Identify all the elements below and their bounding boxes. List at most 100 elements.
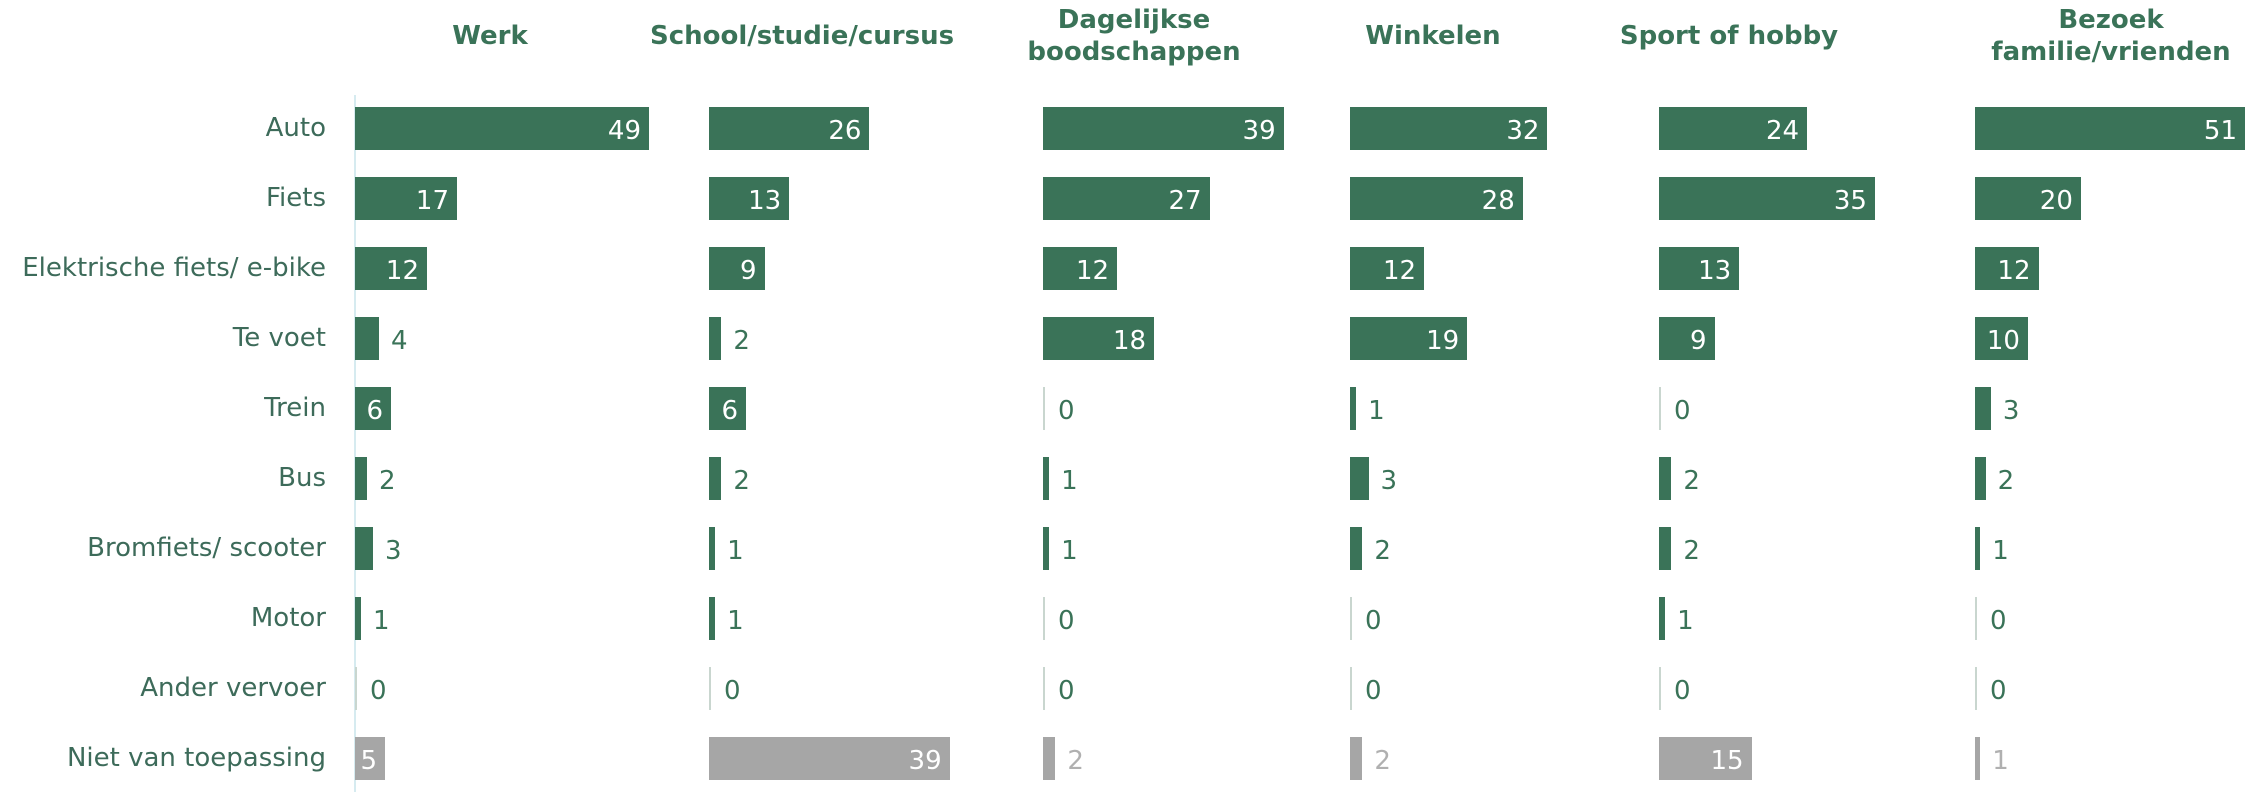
bar xyxy=(1350,527,1363,570)
value-label: 39 xyxy=(1242,116,1276,146)
bar xyxy=(355,107,649,150)
value-label: 24 xyxy=(1765,116,1800,146)
value-label: 12 xyxy=(1075,256,1110,286)
panel-title: Sport of hobby xyxy=(1619,21,1839,51)
value-label: 13 xyxy=(1698,256,1732,286)
value-label: 3 xyxy=(385,536,402,566)
bar xyxy=(1350,177,1523,220)
bar xyxy=(1975,387,1991,430)
bar xyxy=(1659,247,1740,290)
bar xyxy=(1043,387,1045,430)
value-label: 26 xyxy=(828,116,862,146)
bar xyxy=(709,317,722,360)
bar xyxy=(709,597,716,640)
bar xyxy=(1043,317,1155,360)
bar xyxy=(355,597,361,640)
value-label: 15 xyxy=(1710,746,1744,776)
bar xyxy=(1659,527,1672,570)
value-label: 35 xyxy=(1833,186,1867,216)
category-label: Fiets xyxy=(265,183,326,213)
axis-line xyxy=(354,95,356,792)
value-label: 0 xyxy=(1058,676,1075,706)
bar xyxy=(709,527,716,570)
category-label: Trein xyxy=(264,393,326,423)
bar xyxy=(1350,317,1468,360)
category-label: Motor xyxy=(250,603,326,633)
value-label: 17 xyxy=(415,186,449,216)
bar xyxy=(1659,387,1661,430)
bar xyxy=(1350,387,1357,430)
value-label: 0 xyxy=(724,676,741,706)
bar xyxy=(1659,737,1752,780)
value-label: 20 xyxy=(2039,186,2073,216)
value-label: 3 xyxy=(1380,466,1398,496)
bar xyxy=(709,177,790,220)
bar xyxy=(1043,667,1045,710)
bar xyxy=(355,667,357,710)
value-label: 2 xyxy=(733,466,750,496)
bar xyxy=(1043,597,1045,640)
bar xyxy=(1350,247,1425,290)
value-label: 4 xyxy=(391,326,408,356)
bar xyxy=(1975,737,1981,780)
bar xyxy=(1043,177,1210,220)
bar xyxy=(355,247,427,290)
bar xyxy=(1043,247,1118,290)
value-label: 12 xyxy=(1382,256,1417,286)
value-label: 19 xyxy=(1426,326,1460,356)
value-label: 2 xyxy=(733,326,750,356)
value-label: 1 xyxy=(1992,746,2009,776)
value-label: 27 xyxy=(1168,186,1202,216)
bar xyxy=(1043,107,1284,150)
bar xyxy=(1975,177,2081,220)
panel-title: Bezoek familie/vrienden xyxy=(1991,5,2231,67)
value-label: 49 xyxy=(607,116,641,146)
bar xyxy=(1975,527,1981,570)
value-label: 39 xyxy=(908,746,942,776)
value-label: 0 xyxy=(1674,396,1691,426)
value-label: 0 xyxy=(1365,606,1382,636)
value-label: 6 xyxy=(366,396,383,426)
bar xyxy=(1350,457,1369,500)
bar xyxy=(1350,737,1363,780)
value-label: 2 xyxy=(1374,536,1391,566)
bar xyxy=(1350,107,1548,150)
bar xyxy=(1043,457,1050,500)
value-label: 2 xyxy=(1997,466,2015,496)
value-label: 1 xyxy=(727,606,744,636)
bar xyxy=(1659,457,1672,500)
value-label: 1 xyxy=(1368,396,1385,426)
category-label: Bus xyxy=(278,463,326,493)
panel-title: School/studie/cursus xyxy=(650,21,955,51)
value-label: 2 xyxy=(1374,746,1391,776)
bar xyxy=(1043,527,1050,570)
value-label: 2 xyxy=(379,466,396,496)
value-label: 6 xyxy=(721,396,739,426)
value-label: 1 xyxy=(727,536,744,566)
value-label: 0 xyxy=(1365,676,1382,706)
value-label: 0 xyxy=(1674,676,1691,706)
value-label: 1 xyxy=(1677,606,1694,636)
category-label: Niet van toepassing xyxy=(66,743,326,773)
value-label: 28 xyxy=(1481,186,1515,216)
category-label: Elektrische fiets/ e-bike xyxy=(22,253,326,283)
value-label: 0 xyxy=(1058,396,1075,426)
bar xyxy=(1659,597,1666,640)
value-label: 13 xyxy=(748,186,782,216)
value-label: 0 xyxy=(1058,606,1075,636)
value-label: 1 xyxy=(373,606,390,636)
value-label: 1 xyxy=(1992,536,2009,566)
bar xyxy=(1975,457,1986,500)
bar xyxy=(1975,247,2039,290)
bar xyxy=(355,177,457,220)
value-label: 51 xyxy=(2203,116,2237,146)
bar xyxy=(1975,107,2245,150)
value-label: 2 xyxy=(1683,536,1700,566)
bar xyxy=(1659,317,1715,360)
value-label: 32 xyxy=(1506,116,1540,146)
bar xyxy=(709,667,711,710)
category-label: Ander vervoer xyxy=(140,673,326,703)
bar xyxy=(1975,597,1977,640)
panel-title: Winkelen xyxy=(1365,21,1501,51)
